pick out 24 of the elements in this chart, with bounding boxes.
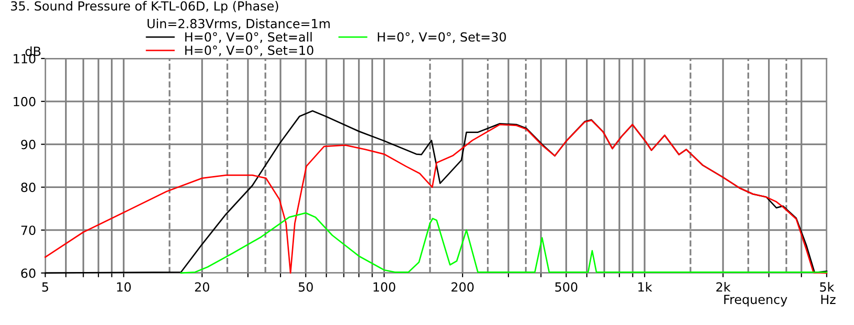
- x-tick-label: 20: [195, 282, 210, 292]
- y-axis-title: dB: [26, 46, 40, 56]
- y-tick-label: 60: [21, 268, 36, 278]
- x-tick-label: 500: [555, 282, 578, 292]
- x-tick-label: 10: [117, 282, 131, 292]
- x-tick-label: 5: [42, 282, 48, 292]
- y-tick-label: 80: [21, 182, 36, 192]
- legend-label: H=0°, V=0°, Set=10: [185, 46, 314, 56]
- legend-label: H=0°, V=0°, Set=all: [185, 32, 312, 43]
- text: Hz: [821, 294, 836, 304]
- x-axis-title: Frequency: [724, 294, 788, 307]
- x-tick-label: 2k: [716, 282, 731, 292]
- x-tick-label: 5k: [820, 282, 834, 292]
- x-tick-label: 1k: [638, 282, 652, 292]
- x-tick-label: 100: [374, 282, 396, 292]
- y-tick-label: 100: [14, 96, 36, 106]
- y-tick-label: 70: [21, 226, 36, 236]
- y-tick-label: 90: [21, 140, 36, 150]
- chart-title: 35. Sound Pressure of K-TL-06D, Lp (Phase): [11, 0, 278, 14]
- x-tick-label: 200: [452, 282, 474, 292]
- legend-title: Uin=2.83Vrms, Distance=1m: [148, 18, 330, 30]
- y-tick-label: 110: [14, 54, 36, 64]
- legend-label: H=0°, V=0°, Set=30: [378, 32, 506, 43]
- x-tick-label: 50: [298, 282, 313, 292]
